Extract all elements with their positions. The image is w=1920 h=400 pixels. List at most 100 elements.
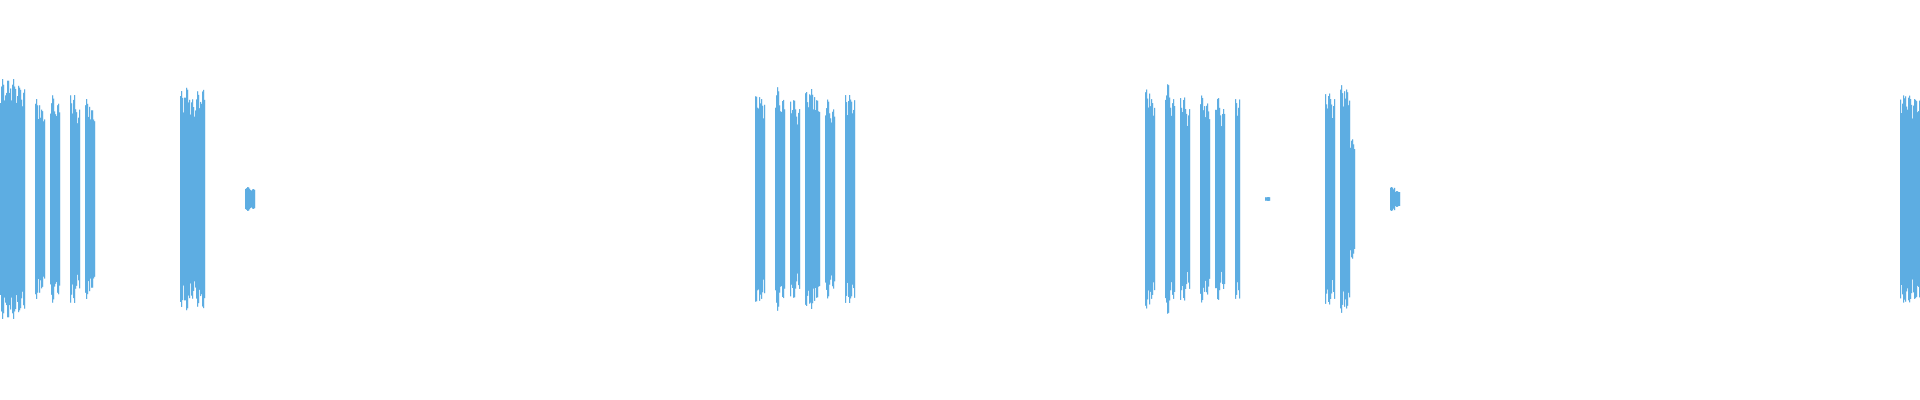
waveform-peak [1219, 107, 1221, 291]
waveform-peak [1395, 191, 1397, 207]
waveform-peak [245, 188, 247, 210]
waveform-peak [1334, 99, 1336, 299]
waveform-peak [1151, 99, 1153, 299]
waveform-peak [832, 111, 834, 287]
waveform-peak [854, 100, 856, 298]
waveform-peak [201, 103, 203, 295]
waveform-peak [1200, 104, 1202, 294]
waveform-peak [1914, 99, 1916, 299]
waveform-peak [43, 121, 45, 277]
waveform-peak [778, 91, 780, 307]
waveform-peak [1330, 99, 1332, 299]
waveform-peak [1187, 125, 1189, 273]
waveform-peak [1239, 99, 1241, 299]
waveform-peak [197, 91, 199, 307]
waveform-peak [88, 116, 90, 282]
waveform-peak [1917, 112, 1919, 286]
waveform-peak [36, 99, 38, 299]
waveform-peak [1166, 95, 1168, 303]
waveform-peak [781, 111, 783, 287]
waveform-peak [1186, 113, 1188, 285]
waveform-peak [73, 99, 75, 299]
waveform-peak [1224, 113, 1226, 285]
waveform-peak [827, 99, 829, 299]
waveform-peak [52, 95, 54, 303]
waveform-peak [819, 111, 821, 287]
waveform-peak [848, 100, 850, 298]
waveform-peak [189, 99, 191, 299]
waveform-peak [1399, 191, 1401, 207]
waveform-peak [1915, 99, 1917, 299]
waveform-peak [761, 99, 763, 299]
waveform-peak [1346, 89, 1348, 309]
waveform-peak [796, 116, 798, 282]
waveform-peak [1204, 106, 1206, 292]
waveform-peak [77, 123, 79, 275]
waveform-peak [86, 99, 88, 299]
waveform-peak [1181, 107, 1183, 291]
waveform-peak [1908, 97, 1910, 301]
waveform-peak [1906, 106, 1908, 292]
waveform-peak [182, 97, 184, 301]
waveform-peak [192, 99, 194, 299]
waveform-peak [1235, 99, 1237, 299]
waveform-peak [184, 97, 186, 301]
waveform-peak [790, 101, 792, 297]
waveform-peak [776, 95, 778, 303]
waveform-bars [0, 79, 1920, 319]
waveform-peak [1903, 95, 1905, 303]
waveform-peak [180, 96, 182, 302]
waveform-peak [852, 113, 854, 285]
waveform-peak [1180, 98, 1182, 300]
waveform-peak [54, 111, 56, 287]
waveform-peak [1326, 104, 1328, 294]
waveform-peak [187, 89, 189, 309]
waveform-peak [1203, 110, 1205, 288]
waveform-peak [1215, 109, 1217, 289]
waveform-peak [202, 91, 204, 307]
waveform-peak [15, 88, 17, 310]
waveform-peak [51, 103, 53, 295]
waveform-peak [756, 96, 758, 302]
waveform-peak [13, 79, 15, 319]
waveform-peak [851, 101, 853, 297]
waveform-peak [806, 91, 808, 307]
waveform-peak [1149, 93, 1151, 305]
waveform-peak [89, 106, 91, 292]
waveform-peak [181, 91, 183, 307]
waveform-peak [1209, 119, 1211, 279]
waveform-peak [58, 103, 60, 295]
waveform-peak [1189, 109, 1191, 289]
waveform-peak [35, 103, 37, 295]
waveform-peak [251, 190, 253, 208]
waveform-peak [1216, 109, 1218, 289]
waveform-peak [11, 100, 13, 298]
waveform-peak [1183, 99, 1185, 299]
waveform-peak [53, 98, 55, 300]
waveform-peak [1350, 147, 1352, 251]
waveform-peak [1391, 187, 1393, 211]
waveform-peak [763, 118, 765, 280]
waveform-peak [826, 108, 828, 290]
waveform-peak [1347, 92, 1349, 306]
waveform-peak [792, 109, 794, 289]
waveform-peak [829, 113, 831, 285]
waveform-peak [1327, 108, 1329, 290]
waveform-peak [1329, 93, 1331, 305]
waveform-peak [1394, 187, 1396, 211]
waveform-peak [1220, 115, 1222, 283]
waveform-peak [1351, 140, 1353, 258]
waveform-peak [1153, 115, 1155, 283]
waveform-peak [14, 86, 16, 312]
waveform-peak [247, 187, 249, 211]
waveform-peak [38, 118, 40, 280]
waveform-peak [1343, 106, 1345, 292]
waveform-peak [799, 109, 801, 289]
waveform-peak [764, 104, 766, 294]
waveform-peak [1905, 96, 1907, 302]
waveform-peak [1345, 98, 1347, 300]
waveform-peak [1238, 107, 1240, 291]
waveform-peak [24, 89, 26, 309]
waveform-peak [1185, 109, 1187, 289]
